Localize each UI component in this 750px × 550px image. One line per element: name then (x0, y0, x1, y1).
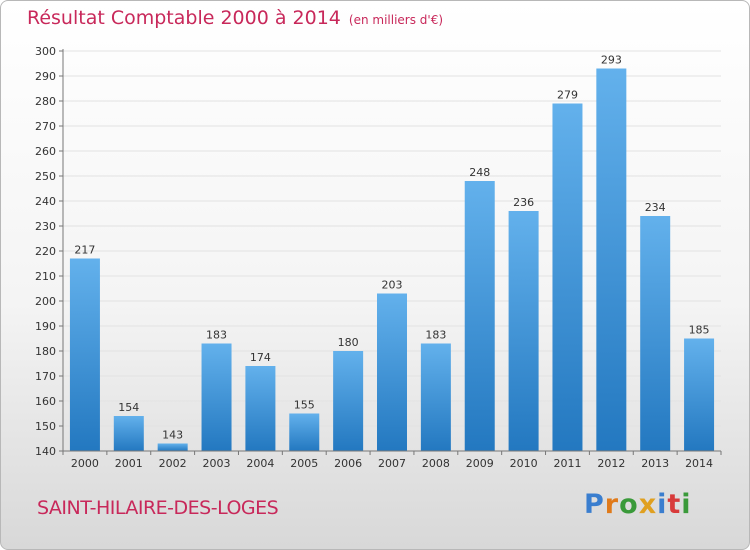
bars (69, 68, 715, 451)
bar-2005 (289, 413, 320, 451)
x-tick-label-2014: 2014 (685, 457, 713, 470)
x-tick-label-2005: 2005 (290, 457, 318, 470)
data-labels: 217 154 143 183 174 155 180 203 183 248 236 279 293 2… (74, 54, 709, 442)
y-tick-label: 220 (35, 245, 56, 258)
bar-2003 (201, 343, 232, 451)
x-tick-label-2000: 2000 (71, 457, 99, 470)
bar-2000 (69, 258, 100, 451)
data-label-2011: 279 (557, 89, 578, 102)
bar-2001 (113, 416, 144, 451)
data-label-2006: 180 (338, 336, 359, 349)
bar-2009 (464, 181, 495, 451)
logo-letter: t (667, 489, 682, 520)
y-tick-label: 160 (35, 395, 56, 408)
bar-2007 (377, 293, 407, 451)
data-label-2003: 183 (206, 329, 227, 342)
y-tick-label: 290 (35, 70, 56, 83)
data-label-2014: 185 (689, 324, 710, 337)
bar-2014 (684, 338, 715, 451)
y-tick-label: 270 (35, 120, 56, 133)
data-label-2012: 293 (601, 54, 622, 67)
x-tick-label-2008: 2008 (422, 457, 450, 470)
y-tick-label: 300 (35, 45, 56, 58)
x-tick-label-2003: 2003 (203, 457, 231, 470)
bar-2006 (333, 351, 364, 451)
y-tick-label: 180 (35, 345, 56, 358)
x-tick-label-2001: 2001 (115, 457, 143, 470)
bar-2010 (508, 211, 539, 451)
data-label-2002: 143 (162, 429, 183, 442)
chart-title: Résultat Comptable 2000 à 2014 (en millie… (27, 7, 443, 29)
data-label-2007: 203 (382, 279, 403, 292)
data-label-2009: 248 (469, 166, 490, 179)
bar-2011 (552, 103, 583, 451)
y-tick-label: 170 (35, 370, 56, 383)
y-tick-label: 210 (35, 270, 56, 283)
y-tick-label: 280 (35, 95, 56, 108)
bar-2013 (640, 216, 671, 451)
y-tick-label: 230 (35, 220, 56, 233)
y-tick-label: 150 (35, 420, 56, 433)
logo-letter: P (584, 489, 605, 520)
x-tick-label-2004: 2004 (246, 457, 274, 470)
data-label-2013: 234 (645, 201, 666, 214)
logo-letter: r (604, 489, 620, 520)
y-tick-label: 140 (35, 445, 56, 458)
y-tick-label: 260 (35, 145, 56, 158)
proxiti-logo: Proxiti (584, 489, 692, 520)
data-label-2004: 174 (250, 351, 271, 364)
x-tick-label-2011: 2011 (553, 457, 581, 470)
commune-name: SAINT-HILAIRE-DES-LOGES (37, 497, 279, 519)
data-label-2005: 155 (294, 399, 315, 412)
bar-2012 (596, 68, 627, 451)
x-tick-label-2010: 2010 (510, 457, 538, 470)
y-tick-label: 200 (35, 295, 56, 308)
x-tick-label-2006: 2006 (334, 457, 362, 470)
data-label-2010: 236 (513, 196, 534, 209)
y-tick-label: 190 (35, 320, 56, 333)
axes: 140 150 160 170 180 190 200 210 220 230 240 250 260 2… (35, 45, 722, 470)
bar-2004 (245, 366, 276, 451)
bar-2002 (157, 443, 188, 451)
x-tick-label-2009: 2009 (466, 457, 494, 470)
chart-unit: (en milliers d'€) (348, 13, 444, 27)
bar-2008 (420, 343, 451, 451)
logo-letter: i (681, 489, 692, 520)
chart-title-text: Résultat Comptable 2000 à 2014 (27, 7, 341, 29)
logo-letter: x (638, 489, 658, 520)
logo-letter: o (619, 489, 639, 520)
logo-letter: i (657, 489, 668, 520)
y-tick-label: 250 (35, 170, 56, 183)
x-tick-label-2002: 2002 (159, 457, 187, 470)
x-tick-label-2007: 2007 (378, 457, 406, 470)
x-tick-label-2013: 2013 (641, 457, 669, 470)
data-label-2001: 154 (118, 401, 139, 414)
data-label-2008: 183 (425, 329, 446, 342)
x-tick-label-2012: 2012 (597, 457, 625, 470)
data-label-2000: 217 (74, 244, 95, 257)
y-tick-label: 240 (35, 195, 56, 208)
